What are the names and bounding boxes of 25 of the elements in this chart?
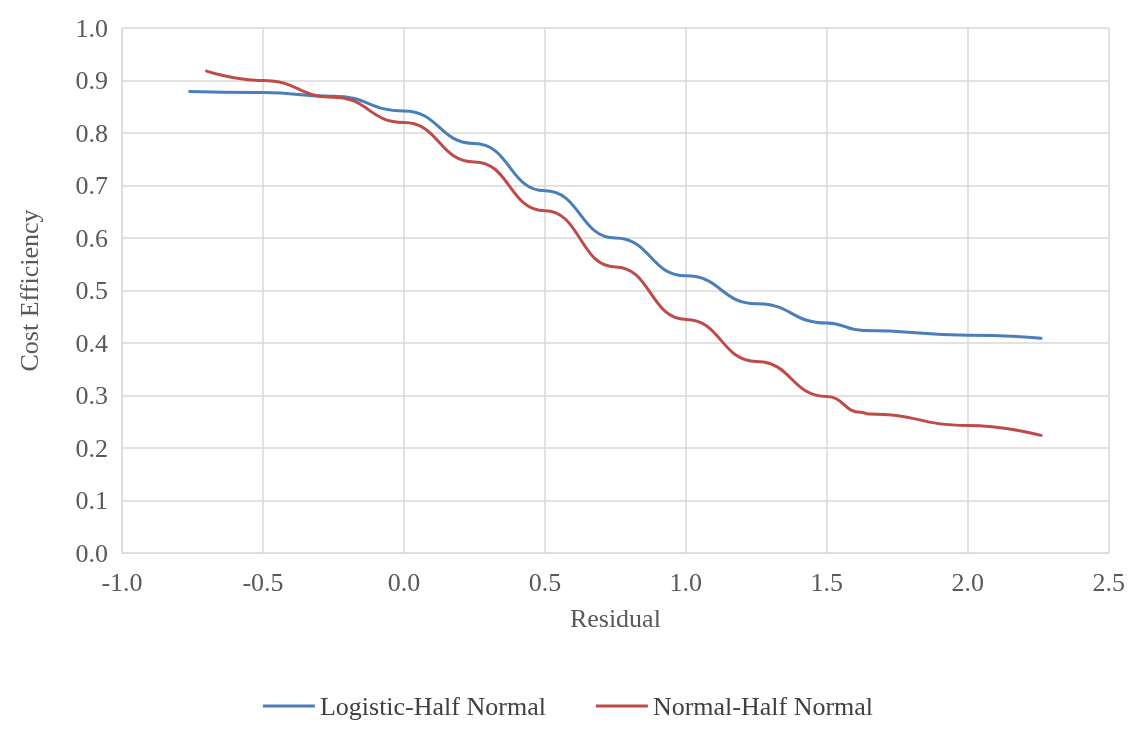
x-tick-label: 1.5 (810, 567, 844, 597)
y-tick-label: 0.8 (75, 118, 108, 148)
y-tick-label: 0.3 (75, 381, 108, 410)
legend-label: Logistic-Half Normal (319, 691, 546, 721)
y-tick-label: 0.5 (75, 276, 108, 305)
y-axis-title: Cost Efficiency (14, 209, 44, 372)
y-tick-label: 0.0 (75, 538, 108, 568)
x-tick-label: 0.0 (387, 567, 421, 597)
x-tick-label: 0.5 (528, 567, 562, 597)
y-tick-label: 0.1 (75, 486, 108, 515)
line-series (205, 69, 1043, 437)
x-tick-label: 2.5 (1092, 567, 1125, 597)
x-tick-label: 2.0 (951, 567, 985, 597)
x-axis-title: Residual (569, 603, 661, 633)
x-tick-label: -1.0 (101, 567, 143, 597)
line-series (188, 90, 1043, 340)
x-tick-label: 1.0 (669, 567, 703, 597)
x-tick-label: -0.5 (242, 567, 284, 597)
y-tick-label: 1.0 (75, 13, 108, 43)
y-tick-label: 0.9 (75, 66, 108, 95)
y-tick-label: 0.4 (75, 328, 108, 358)
y-tick-label: 0.7 (75, 171, 108, 200)
y-tick-label: 0.2 (75, 433, 108, 463)
y-tick-label: 0.6 (75, 223, 108, 253)
legend-label: Normal-Half Normal (652, 691, 874, 721)
